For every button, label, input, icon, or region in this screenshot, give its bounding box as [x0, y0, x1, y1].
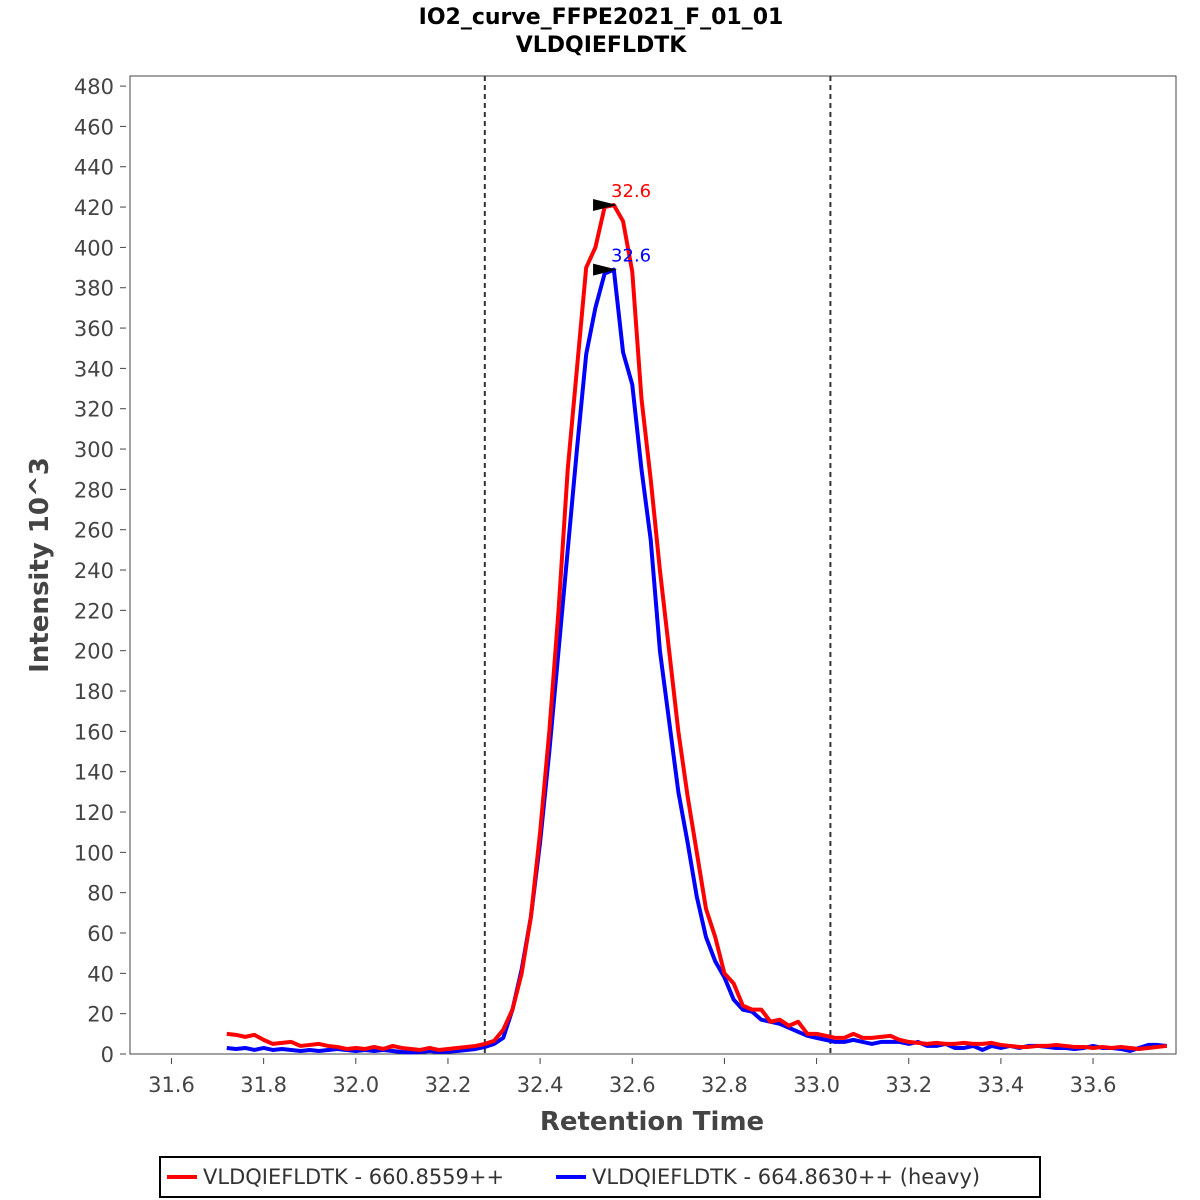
y-tick-label: 120	[74, 801, 114, 825]
y-tick-label: 420	[74, 196, 114, 220]
x-axis-label: Retention Time	[540, 1107, 764, 1137]
y-tick-label: 200	[74, 640, 114, 664]
peak-marker	[593, 199, 618, 212]
y-tick-label: 180	[74, 680, 114, 704]
y-tick-label: 320	[74, 398, 114, 422]
y-tick-label: 60	[87, 922, 114, 946]
legend-label-light: VLDQIEFLDTK - 660.8559++	[203, 1165, 504, 1189]
y-tick-label: 440	[74, 156, 114, 180]
y-tick-label: 0	[101, 1043, 114, 1067]
y-tick-label: 240	[74, 559, 114, 583]
y-axis-label: Intensity 10^3	[25, 457, 55, 673]
x-tick-label: 31.6	[148, 1073, 195, 1097]
y-tick-label: 340	[74, 357, 114, 381]
legend-label-heavy: VLDQIEFLDTK - 664.8630++ (heavy)	[592, 1165, 980, 1189]
y-tick-label: 460	[74, 115, 114, 139]
y-tick-label: 80	[87, 882, 114, 906]
chart-subtitle: VLDQIEFLDTK	[516, 33, 688, 58]
legend-box	[159, 1156, 1041, 1198]
y-tick-label: 380	[74, 277, 114, 301]
series-line-light	[226, 203, 1167, 1052]
x-tick-label: 32.2	[425, 1073, 472, 1097]
y-tick-label: 20	[87, 1003, 114, 1027]
x-axis: 31.6 31.8 32.0 32.2 32.4 32.6 32.8 33.0 33.2 33.4…	[148, 1058, 1116, 1097]
y-tick-label: 160	[74, 720, 114, 744]
peak-label: 32.6	[611, 181, 651, 202]
peak-annotations: 32.6 32.6	[593, 181, 651, 276]
x-tick-label: 33.6	[1070, 1073, 1117, 1097]
y-tick-label: 100	[74, 841, 114, 865]
x-tick-label: 32.6	[609, 1073, 656, 1097]
y-tick-label: 360	[74, 317, 114, 341]
y-axis: 0 20 40 60 80 100 120 140 160 180 200 220 240 260 280 3…	[74, 75, 126, 1067]
integration-boundaries	[483, 76, 832, 1054]
chart-title: IO2_curve_FFPE2021_F_01_01	[419, 5, 784, 30]
x-tick-label: 33.2	[885, 1073, 932, 1097]
x-tick-label: 32.0	[332, 1073, 379, 1097]
y-tick-label: 400	[74, 236, 114, 260]
legend: VLDQIEFLDTK - 660.8559++ VLDQIEFLDTK - 6…	[159, 1156, 1041, 1198]
x-tick-label: 32.8	[701, 1073, 748, 1097]
y-tick-label: 300	[74, 438, 114, 462]
y-tick-label: 480	[74, 75, 114, 99]
peak-label: 32.6	[611, 246, 651, 267]
y-tick-label: 40	[87, 962, 114, 986]
y-tick-label: 280	[74, 478, 114, 502]
y-tick-label: 140	[74, 761, 114, 785]
y-tick-label: 220	[74, 599, 114, 623]
peak-marker	[593, 263, 618, 276]
series-layer	[226, 203, 1167, 1055]
x-tick-label: 33.4	[978, 1073, 1025, 1097]
y-tick-label: 260	[74, 519, 114, 543]
x-tick-label: 31.8	[240, 1073, 287, 1097]
x-tick-label: 32.4	[517, 1073, 564, 1097]
x-tick-label: 33.0	[793, 1073, 840, 1097]
